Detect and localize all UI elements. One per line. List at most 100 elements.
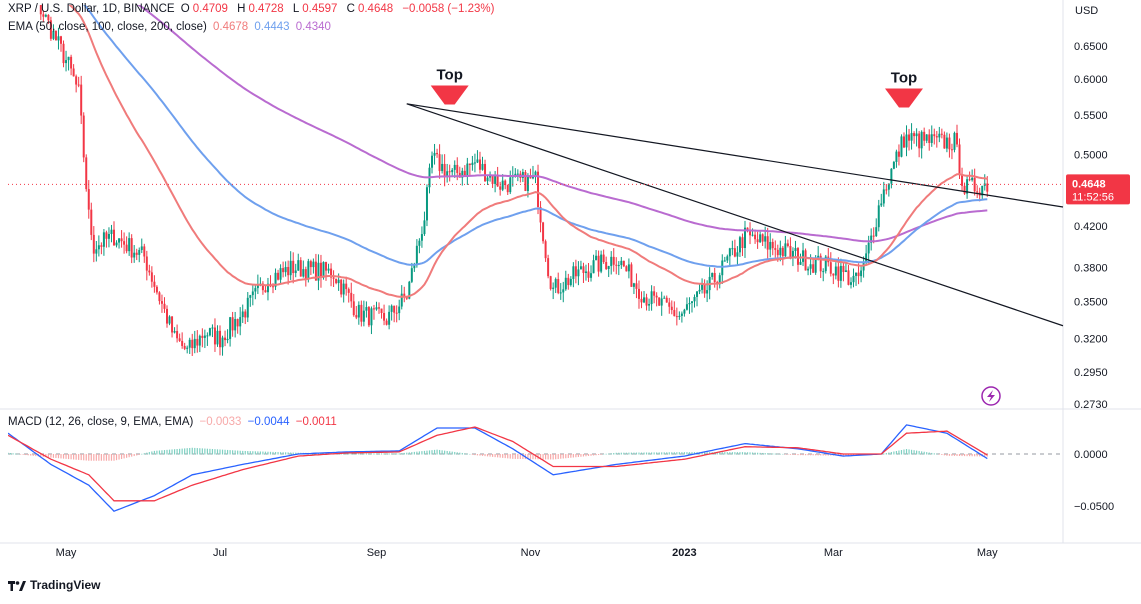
candle-body <box>468 163 471 166</box>
macd-hist-bar <box>600 454 602 455</box>
macd-hist-bar <box>895 451 898 455</box>
macd-hist-bar <box>585 454 587 457</box>
candle-body <box>749 230 752 236</box>
macd-hist-bar <box>557 454 559 459</box>
macd-hist-bar <box>656 452 658 455</box>
candle-body <box>251 291 254 296</box>
candle-body <box>544 241 547 259</box>
candle-body <box>759 234 762 243</box>
macd-hist-bar <box>401 453 403 455</box>
macd-hist-bar <box>885 453 887 455</box>
candle-body <box>226 338 229 341</box>
macd-hist-bar <box>128 454 130 458</box>
candle-body <box>115 242 118 246</box>
candle-body <box>791 250 794 258</box>
candle-body <box>799 261 802 265</box>
macd-hist-bar <box>148 452 150 455</box>
macd-axis: 0.0000 −0.0500 <box>1074 449 1114 513</box>
candle-body <box>312 261 315 268</box>
macd-hist-bar <box>153 450 155 455</box>
candle-body <box>526 175 529 191</box>
macd-hist-bar <box>476 454 479 456</box>
macd-hist-bar <box>416 451 418 455</box>
price-tick: 0.6500 <box>1074 41 1108 53</box>
macd-hist-bar <box>784 454 786 455</box>
candle-body <box>900 136 903 157</box>
candle-body <box>693 296 696 302</box>
candle-body <box>761 234 764 242</box>
time-tick: Mar <box>824 547 843 559</box>
macd-hist-bar <box>173 449 176 455</box>
macd-hist-bar <box>131 454 133 457</box>
macd-hist-bar <box>898 450 900 455</box>
candle-body <box>539 207 542 223</box>
candle-body <box>292 260 295 274</box>
time-tick: Nov <box>521 547 541 559</box>
macd-hist-bar <box>628 452 630 455</box>
macd-hist-bar <box>14 453 17 455</box>
macd-hist-bar <box>825 454 827 456</box>
candle-body <box>615 264 618 266</box>
macd-hist-bar <box>252 451 254 455</box>
candle-body <box>446 171 449 177</box>
macd-hist-bar <box>365 453 367 455</box>
candle-body <box>211 327 214 329</box>
macd-hist-bar <box>883 453 885 455</box>
candle-body <box>902 136 905 148</box>
tradingview-logo[interactable]: TradingView <box>8 578 100 592</box>
candle-body <box>77 84 80 86</box>
candle-body <box>163 303 166 309</box>
candle-body <box>673 310 676 317</box>
candle-body <box>395 312 398 314</box>
candle-body <box>938 133 941 138</box>
macd-hist-bar <box>507 454 509 459</box>
macd-hist-value: −0.0033 <box>199 416 242 428</box>
macd-hist-bar <box>449 451 451 455</box>
candle-body <box>158 292 161 302</box>
macd-hist-bar <box>567 454 569 458</box>
candle-body <box>915 133 918 137</box>
candle-body <box>355 315 358 318</box>
candle-body <box>494 175 497 184</box>
candle-body <box>337 279 340 284</box>
macd-hist-bar <box>176 449 178 455</box>
price-tick: 0.3500 <box>1074 296 1108 308</box>
candle-body <box>208 328 211 336</box>
candle-body <box>643 297 646 303</box>
macd-hist-bar <box>136 454 138 456</box>
candle-body <box>473 162 476 164</box>
macd-hist-bar <box>277 452 279 455</box>
candle-body <box>966 179 969 194</box>
macd-line-value: −0.0044 <box>247 416 290 428</box>
ema200-line <box>137 5 988 243</box>
macd-hist-bar <box>156 450 158 455</box>
candle-body <box>905 134 908 148</box>
time-tick: 2023 <box>672 547 696 559</box>
macd-hist-bar <box>926 452 928 455</box>
candle-body <box>713 272 716 283</box>
macd-hist-bar <box>196 448 198 455</box>
macd-hist-bar <box>257 451 259 455</box>
candle-body <box>221 337 224 348</box>
time-tick: Sep <box>367 547 387 559</box>
candle-body <box>425 187 428 221</box>
macd-hist-bar <box>597 454 600 455</box>
candle-body <box>908 134 911 141</box>
candle-body <box>923 131 926 141</box>
candle-body <box>256 284 259 289</box>
macd-hist-bar <box>211 449 214 455</box>
macd-hist-bar <box>100 454 102 461</box>
macd-hist-bar <box>663 452 665 455</box>
candle-body <box>696 291 699 297</box>
ema50-line <box>68 5 988 298</box>
macd-hist-bar <box>769 453 771 455</box>
candle-body <box>711 272 714 277</box>
macd-hist-bar <box>441 450 443 455</box>
candle-body <box>176 331 179 339</box>
candle-body <box>375 307 378 310</box>
macd-hist-bar <box>923 451 925 455</box>
ema100-line <box>83 5 988 268</box>
macd-hist-bar <box>724 452 726 455</box>
macd-hist-bar <box>721 452 723 455</box>
